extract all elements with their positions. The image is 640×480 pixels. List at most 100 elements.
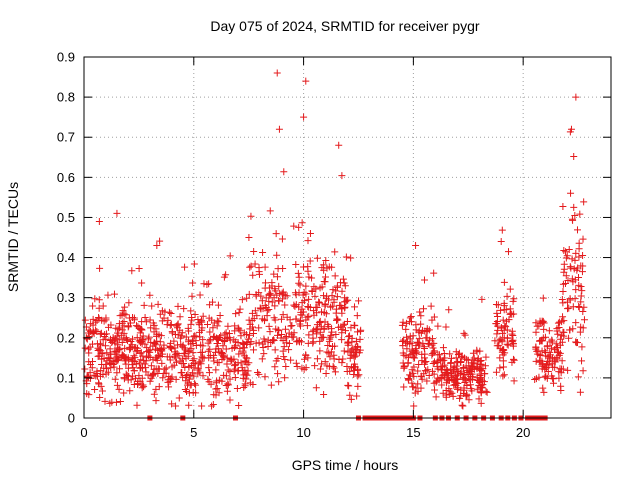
data-point xyxy=(168,328,176,336)
data-point xyxy=(150,390,158,398)
data-point xyxy=(234,367,242,375)
data-point xyxy=(106,359,114,367)
data-point xyxy=(98,387,106,395)
data-point xyxy=(567,264,575,272)
data-point xyxy=(322,369,330,377)
data-point xyxy=(578,287,586,295)
data-point xyxy=(331,368,339,376)
data-point xyxy=(473,364,481,372)
data-point xyxy=(167,310,175,318)
data-point xyxy=(267,339,275,347)
data-point xyxy=(509,297,517,305)
data-point xyxy=(101,397,109,405)
data-point xyxy=(469,363,477,371)
data-point xyxy=(87,320,95,328)
data-point xyxy=(140,383,148,391)
data-point xyxy=(110,363,118,371)
data-point xyxy=(409,383,417,391)
data-point xyxy=(411,354,419,362)
data-point xyxy=(457,368,465,376)
data-point xyxy=(238,296,246,304)
data-point xyxy=(350,321,358,329)
notable-point xyxy=(412,242,420,250)
data-point xyxy=(223,360,231,368)
data-point xyxy=(302,282,310,290)
data-points xyxy=(81,69,588,421)
data-point xyxy=(340,279,348,287)
data-point xyxy=(137,363,145,371)
data-point xyxy=(275,282,283,290)
data-point xyxy=(273,251,281,259)
data-point xyxy=(234,359,242,367)
data-point xyxy=(459,375,467,383)
data-point xyxy=(115,336,123,344)
data-point xyxy=(555,374,563,382)
gridlines xyxy=(84,57,611,418)
data-point xyxy=(404,374,412,382)
data-point xyxy=(316,337,324,345)
data-point xyxy=(350,353,358,361)
data-point xyxy=(325,323,333,331)
data-point xyxy=(243,361,251,369)
data-point xyxy=(116,312,124,320)
data-point xyxy=(262,294,270,302)
data-point xyxy=(188,369,196,377)
data-point xyxy=(245,233,253,241)
data-point xyxy=(325,337,333,345)
data-point xyxy=(550,346,558,354)
data-point xyxy=(556,349,564,357)
data-point xyxy=(181,349,189,357)
data-point xyxy=(132,374,140,382)
data-point xyxy=(323,362,331,370)
data-point xyxy=(231,362,239,370)
data-point xyxy=(190,333,198,341)
data-point xyxy=(156,310,164,318)
data-point xyxy=(533,322,541,330)
data-point xyxy=(147,324,155,332)
data-point xyxy=(195,328,203,336)
data-point xyxy=(409,332,417,340)
data-point xyxy=(574,373,582,381)
data-point xyxy=(261,279,269,287)
data-point xyxy=(297,317,305,325)
data-point xyxy=(154,300,162,308)
data-point xyxy=(535,373,543,381)
data-point xyxy=(327,303,335,311)
data-point xyxy=(439,389,447,397)
data-point xyxy=(270,314,278,322)
data-point xyxy=(129,357,137,365)
data-point xyxy=(280,168,288,176)
data-point xyxy=(299,291,307,299)
data-point xyxy=(275,378,283,386)
data-point xyxy=(510,310,518,318)
data-point xyxy=(133,334,141,342)
data-point xyxy=(541,363,549,371)
data-point xyxy=(185,363,193,371)
notable-point xyxy=(572,93,580,101)
data-point xyxy=(281,325,289,333)
y-tick-label: 0.1 xyxy=(57,370,75,385)
data-point xyxy=(185,389,193,397)
data-point xyxy=(206,335,214,343)
data-point xyxy=(317,334,325,342)
data-point xyxy=(559,287,567,295)
data-point xyxy=(191,380,199,388)
data-point xyxy=(265,297,273,305)
data-point xyxy=(283,292,291,300)
data-point xyxy=(315,319,323,327)
data-point xyxy=(285,340,293,348)
data-point xyxy=(544,342,552,350)
data-point xyxy=(214,335,222,343)
data-point xyxy=(414,380,422,388)
data-point xyxy=(292,315,300,323)
data-point xyxy=(330,364,338,372)
data-point xyxy=(188,314,196,322)
data-point xyxy=(320,261,328,269)
data-point xyxy=(273,273,281,281)
data-point xyxy=(298,311,306,319)
data-point xyxy=(95,296,103,304)
data-point xyxy=(266,328,274,336)
data-point xyxy=(417,320,425,328)
data-point xyxy=(254,369,262,377)
data-point xyxy=(272,230,280,238)
